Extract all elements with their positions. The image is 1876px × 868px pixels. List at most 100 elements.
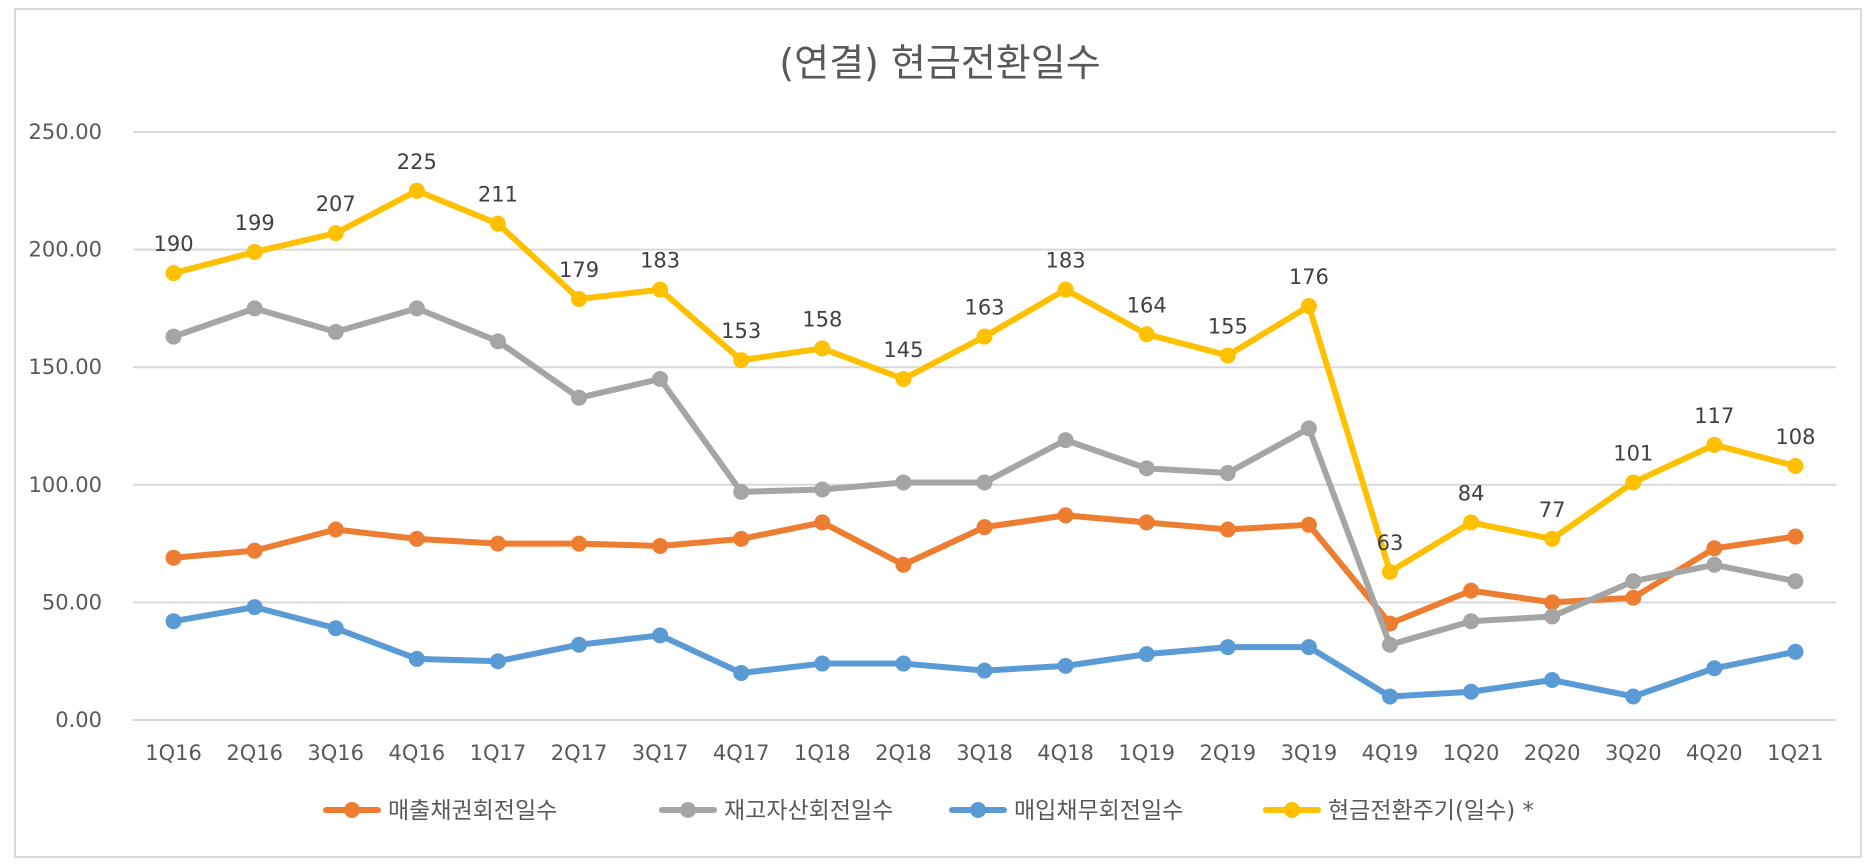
data-point [489, 333, 506, 350]
legend-item: 매출채권회전일수 [323, 798, 557, 824]
data-point [814, 340, 831, 357]
data-point [1138, 460, 1155, 477]
data-point [165, 613, 182, 630]
x-tick-label: 2Q19 [1199, 741, 1256, 765]
data-point [1057, 281, 1074, 298]
data-label: 225 [397, 150, 437, 174]
data-label: 155 [1208, 314, 1248, 338]
data-point [408, 182, 425, 199]
data-point [1057, 507, 1074, 524]
y-tick-label: 100.00 [29, 473, 102, 497]
x-tick-label: 2Q16 [226, 741, 283, 765]
data-point [733, 530, 750, 547]
series-4 [165, 182, 1804, 580]
data-point [1544, 594, 1561, 611]
x-tick-label: 3Q20 [1605, 741, 1662, 765]
data-label: 63 [1377, 531, 1404, 555]
data-label: 163 [964, 296, 1004, 320]
data-point [1138, 514, 1155, 531]
data-point [1787, 528, 1804, 545]
data-point [1300, 298, 1317, 315]
x-tick-label: 4Q18 [1037, 741, 1094, 765]
data-point [571, 389, 588, 406]
data-label: 117 [1694, 404, 1734, 428]
data-point [489, 215, 506, 232]
data-point [895, 474, 912, 491]
legend-swatch-marker [1284, 802, 1300, 818]
data-point [733, 483, 750, 500]
data-label: 164 [1127, 293, 1167, 317]
data-point [165, 328, 182, 345]
x-tick-label: 1Q19 [1118, 741, 1175, 765]
legend-label: 현금전환주기(일수) * [1328, 798, 1534, 824]
data-label: 77 [1539, 498, 1566, 522]
legend-swatch-marker [970, 802, 986, 818]
data-point [1138, 326, 1155, 343]
data-point [1300, 639, 1317, 656]
data-point [1544, 530, 1561, 547]
data-point [1463, 613, 1480, 630]
data-point [1706, 556, 1723, 573]
legend: 매출채권회전일수 재고자산회전일수 매입채무회전일수 현금전환주기(일수) * [323, 798, 1534, 824]
data-point [1219, 465, 1236, 482]
chart-title: (연결) 현금전환일수 [779, 41, 1100, 85]
data-point [733, 352, 750, 369]
data-point [571, 290, 588, 307]
data-point [1381, 563, 1398, 580]
data-label: 145 [883, 338, 923, 362]
data-point [1625, 688, 1642, 705]
data-point [489, 535, 506, 552]
data-point [327, 620, 344, 637]
x-tick-label: 3Q19 [1281, 741, 1338, 765]
x-tick-label: 2Q20 [1524, 741, 1581, 765]
data-point [1219, 639, 1236, 656]
data-point [327, 521, 344, 538]
legend-swatch-marker [344, 802, 360, 818]
data-point [976, 662, 993, 679]
data-point [1706, 540, 1723, 557]
y-axis-ticks: 0.00 50.00 100.00 150.00 200.00 250.00 [29, 120, 102, 732]
series-3 [165, 599, 1804, 705]
data-label: 84 [1458, 481, 1485, 505]
data-point [814, 481, 831, 498]
legend-item: 재고자산회전일수 [659, 798, 893, 824]
data-label: 183 [640, 249, 680, 273]
data-point [246, 243, 263, 260]
data-point [1544, 672, 1561, 689]
data-point [1787, 573, 1804, 590]
data-point [1544, 608, 1561, 625]
y-tick-label: 200.00 [29, 238, 102, 262]
data-point [246, 599, 263, 616]
x-tick-label: 1Q18 [794, 741, 851, 765]
data-label: 158 [802, 307, 842, 331]
data-point [1625, 573, 1642, 590]
data-point [895, 556, 912, 573]
data-point [1706, 660, 1723, 677]
data-point [895, 655, 912, 672]
data-point [1300, 420, 1317, 437]
data-point [1219, 521, 1236, 538]
data-point [1463, 683, 1480, 700]
legend-item: 매입채무회전일수 [949, 798, 1183, 824]
data-point [165, 549, 182, 566]
x-tick-label: 1Q20 [1443, 741, 1500, 765]
y-tick-label: 50.00 [42, 590, 102, 614]
x-tick-label: 4Q20 [1686, 741, 1743, 765]
chart-frame [14, 8, 1862, 858]
data-point [976, 328, 993, 345]
data-label: 211 [478, 183, 518, 207]
data-point [652, 370, 669, 387]
data-point [733, 664, 750, 681]
x-tick-label: 4Q19 [1362, 741, 1419, 765]
data-point [408, 650, 425, 667]
data-label: 101 [1613, 441, 1653, 465]
series-lines [165, 182, 1804, 705]
data-point [652, 537, 669, 554]
data-label: 190 [154, 232, 194, 256]
legend-label: 재고자산회전일수 [724, 798, 893, 824]
x-tick-label: 3Q16 [307, 741, 364, 765]
data-point [976, 474, 993, 491]
series-1 [165, 507, 1804, 632]
data-label: 183 [1046, 249, 1086, 273]
